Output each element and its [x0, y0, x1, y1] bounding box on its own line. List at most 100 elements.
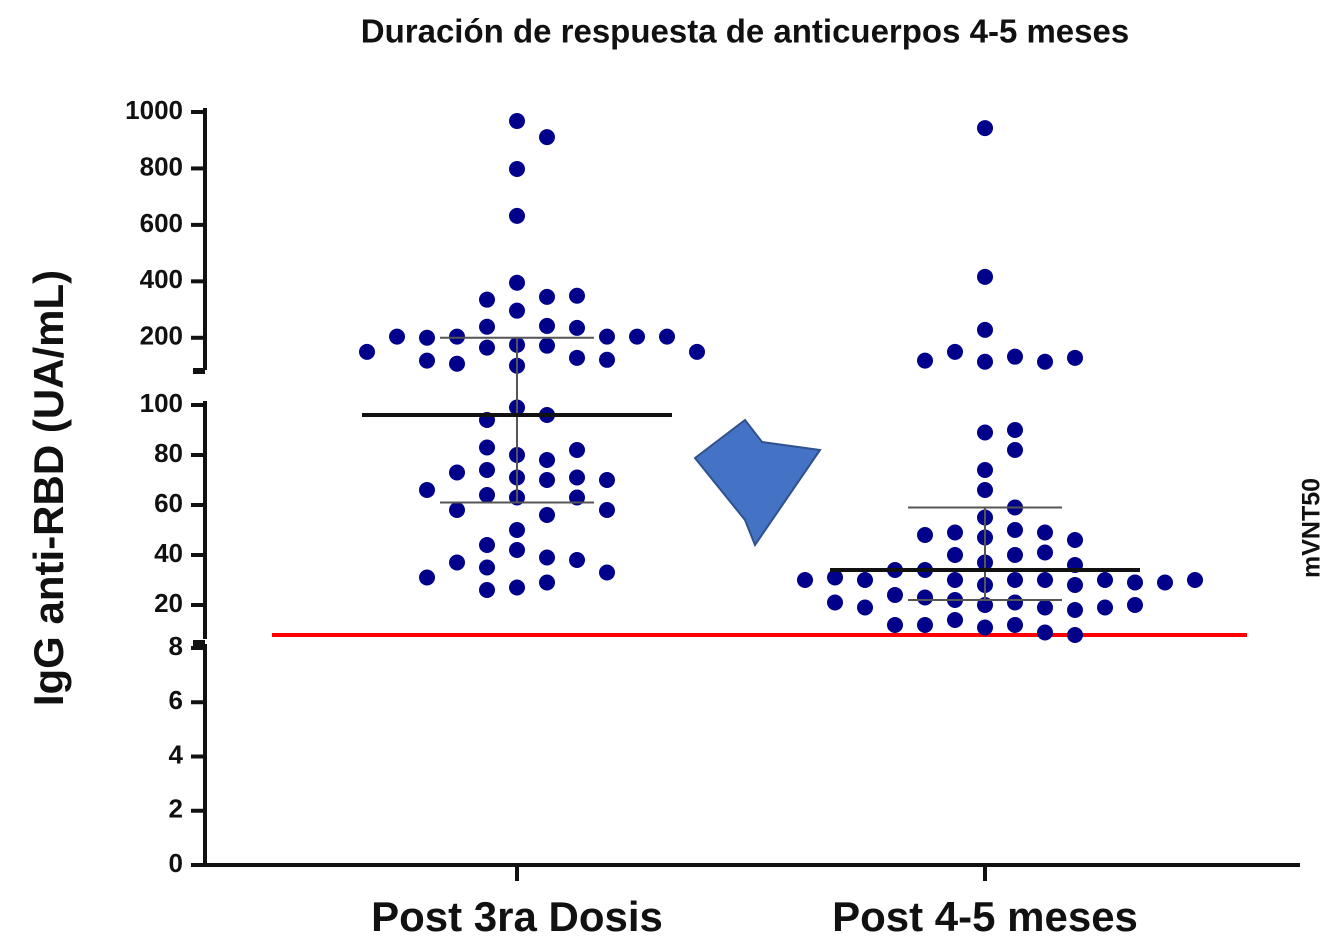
dot: [947, 547, 963, 563]
dot: [449, 355, 465, 372]
dot: [419, 352, 435, 369]
dot: [947, 343, 963, 360]
dot: [569, 442, 585, 458]
dot: [569, 319, 585, 336]
dot: [539, 574, 555, 591]
dot: [917, 617, 933, 633]
dot: [539, 452, 555, 468]
y-tick-label: 80: [154, 438, 183, 468]
y-tick-label: 1000: [125, 95, 183, 125]
dot: [539, 549, 555, 566]
dot: [797, 572, 813, 588]
dot: [419, 482, 435, 498]
y-axis-label: IgG anti-RBD (UA/mL): [25, 270, 72, 706]
y-tick-label: 2: [169, 794, 183, 824]
dot: [599, 328, 615, 345]
dot: [917, 527, 933, 543]
dot: [977, 120, 993, 137]
dot: [539, 472, 555, 488]
dot: [827, 569, 843, 586]
dot: [887, 617, 903, 633]
dot: [479, 462, 495, 478]
dot: [479, 318, 495, 335]
dot: [449, 328, 465, 345]
dot: [509, 542, 525, 558]
dot: [569, 469, 585, 486]
dot: [479, 537, 495, 553]
dot: [1067, 602, 1083, 618]
dot: [509, 522, 525, 538]
dot: [917, 352, 933, 369]
dot: [1067, 532, 1083, 548]
dot: [479, 559, 495, 576]
dot: [977, 321, 993, 338]
dot: [1037, 544, 1053, 561]
dot: [947, 572, 963, 588]
dot: [449, 464, 465, 481]
y-tick-label: 6: [169, 685, 183, 715]
dot: [479, 582, 495, 598]
chart-title: Duración de respuesta de anticuerpos 4-5…: [361, 13, 1129, 50]
y-tick-label: 60: [154, 488, 183, 518]
y-tick-label: 4: [169, 739, 184, 769]
dot: [947, 612, 963, 628]
dot: [857, 572, 873, 588]
dot: [449, 554, 465, 571]
dot: [659, 328, 675, 345]
dot: [1097, 599, 1113, 616]
dot: [977, 268, 993, 285]
y-tick-label: 200: [140, 321, 183, 351]
dot: [599, 472, 615, 488]
y-tick-label: 100: [140, 388, 183, 418]
dot: [1007, 617, 1023, 633]
arrow: [693, 418, 822, 548]
dot: [1007, 572, 1023, 588]
dot: [419, 329, 435, 346]
dot: [419, 569, 435, 586]
dot: [569, 287, 585, 304]
dot: [857, 599, 873, 616]
dot: [509, 579, 525, 596]
dot: [599, 502, 615, 518]
dot: [569, 349, 585, 366]
dot: [479, 291, 495, 308]
y-tick-label: 600: [140, 208, 183, 238]
dot: [479, 339, 495, 356]
dot: [1037, 624, 1053, 641]
dot: [1067, 627, 1083, 643]
dot: [509, 274, 525, 291]
y-tick-label: 800: [140, 151, 183, 181]
dot: [947, 524, 963, 541]
dot: [1037, 353, 1053, 370]
y-tick-label: 20: [154, 588, 183, 618]
dot: [1007, 522, 1023, 538]
dot: [977, 619, 993, 636]
dot: [1007, 348, 1023, 365]
dot: [359, 343, 375, 360]
threshold-label: mVNT50: [1298, 478, 1326, 578]
x-tick-label: Post 3ra Dosis: [371, 893, 663, 940]
dot: [1037, 599, 1053, 616]
dot: [479, 439, 495, 456]
y-tick-label: 8: [169, 631, 183, 661]
dot: [539, 507, 555, 523]
dot: [599, 351, 615, 368]
dot: [1037, 572, 1053, 588]
dot: [539, 129, 555, 146]
y-tick-label: 40: [154, 538, 183, 568]
dot: [1067, 349, 1083, 366]
dot: [689, 343, 705, 360]
dot: [629, 328, 645, 345]
dot: [1037, 524, 1053, 541]
dot: [479, 487, 495, 503]
dot: [569, 552, 585, 568]
dot: [509, 113, 525, 130]
dot: [1007, 422, 1023, 438]
dot: [539, 317, 555, 334]
dot: [1127, 597, 1143, 613]
dot: [887, 587, 903, 603]
dot: [917, 589, 933, 606]
dot: [539, 288, 555, 305]
x-tick-label: Post 4-5 meses: [832, 893, 1138, 940]
